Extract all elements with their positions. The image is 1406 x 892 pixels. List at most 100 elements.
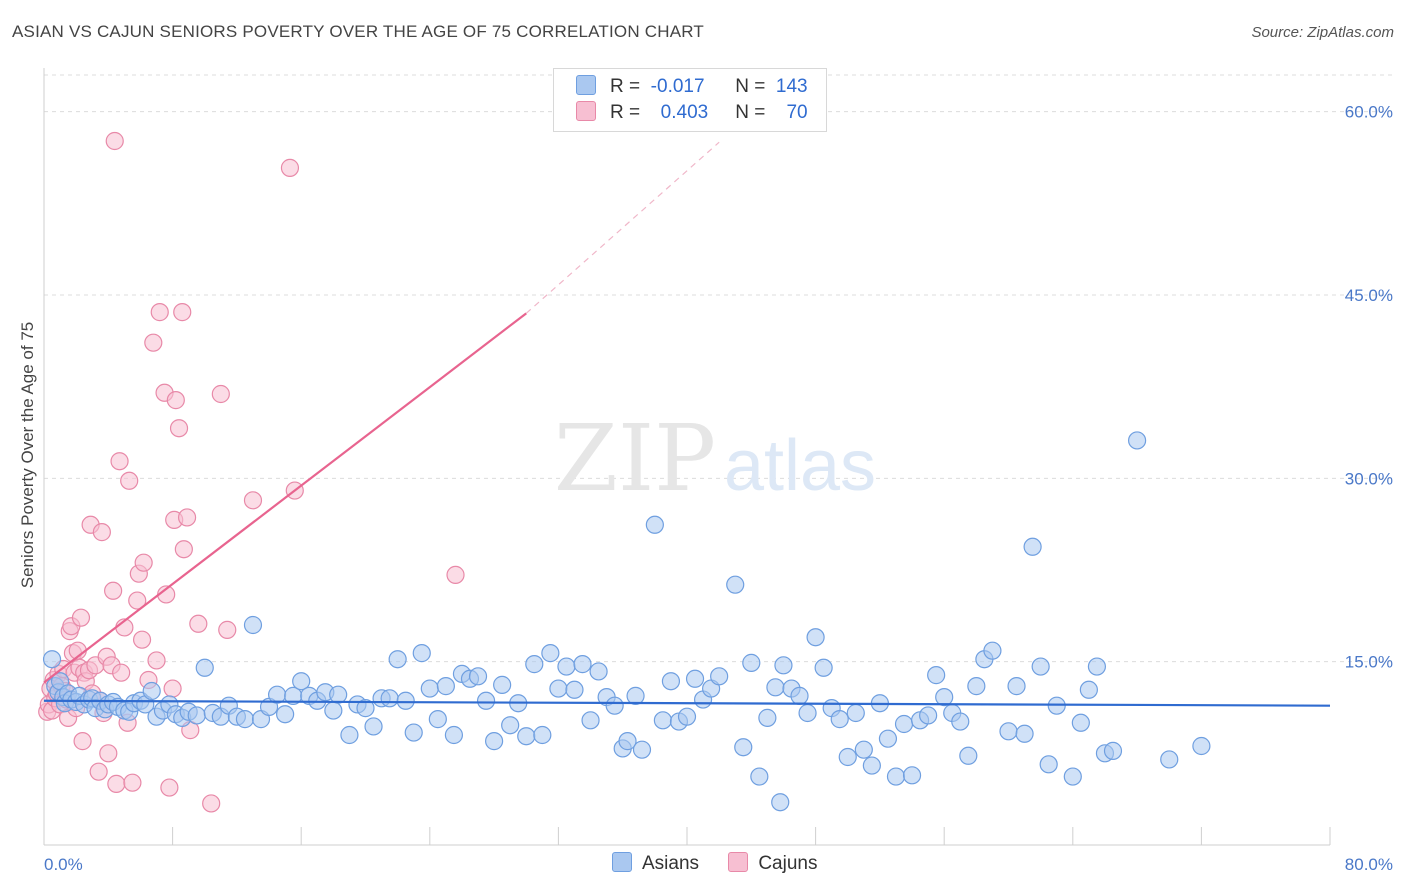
- cajuns-point: [134, 553, 153, 572]
- asians-point: [493, 675, 512, 694]
- asians-point: [1015, 724, 1034, 743]
- asians-point: [846, 703, 865, 723]
- asians-point: [935, 688, 954, 707]
- asians-point: [142, 681, 161, 701]
- legend-n-value: 70: [786, 102, 808, 123]
- trend-lines: [43, 141, 1331, 707]
- asians-point: [661, 672, 681, 691]
- asians-point: [589, 662, 608, 681]
- asians-point: [830, 710, 849, 729]
- asians-point: [1071, 713, 1090, 732]
- legend-r-label: R =: [610, 102, 641, 123]
- asians-point: [838, 747, 857, 767]
- bottom-legend-label: Cajuns: [758, 853, 818, 874]
- asians-point: [632, 740, 652, 759]
- asians-point: [573, 655, 592, 674]
- series-asians-points: [42, 431, 1211, 812]
- cajuns-point: [218, 620, 237, 639]
- asians-point: [854, 740, 873, 759]
- x-tick-label: 80.0%: [1345, 855, 1393, 874]
- legend-r-value: 0.403: [660, 102, 709, 123]
- asians-point: [428, 710, 447, 729]
- asians-point: [476, 691, 496, 710]
- asians-point: [549, 679, 568, 698]
- asians-point: [195, 658, 214, 677]
- cajuns-point: [243, 491, 263, 510]
- cajuns-point: [112, 663, 131, 682]
- asians-point: [329, 685, 348, 704]
- asians-point: [766, 678, 785, 697]
- cajuns-point: [163, 679, 182, 698]
- asians-point: [565, 680, 584, 699]
- y-axis-label: Seniors Poverty Over the Age of 75: [18, 322, 37, 588]
- cajuns-point: [280, 158, 300, 177]
- cajuns-trend-extension: [525, 141, 720, 314]
- asians-point: [902, 766, 922, 785]
- asians-point: [324, 701, 343, 720]
- asians-point: [685, 669, 705, 688]
- cajuns-point: [107, 774, 126, 793]
- legend-row-cajuns: R = 0.403 N = 70: [576, 101, 808, 127]
- asians-point: [517, 727, 536, 746]
- legend-swatch-cajuns: [576, 101, 596, 121]
- cajuns-point: [132, 630, 152, 649]
- legend-n-value: 143: [775, 76, 808, 97]
- asians-point: [726, 575, 745, 594]
- asians-point: [1039, 755, 1058, 774]
- y-tick-label: 45.0%: [1345, 286, 1393, 305]
- tick-labels: 15.0% 30.0% 45.0% 60.0% 0.0% 80.0%: [44, 103, 1393, 874]
- asians-point: [42, 650, 62, 669]
- asians-point: [444, 725, 464, 745]
- asians-point: [742, 653, 761, 672]
- asians-point: [734, 738, 753, 757]
- asians-point: [1087, 657, 1107, 676]
- cajuns-point: [177, 508, 197, 527]
- cajuns-point: [160, 778, 179, 797]
- asians-point: [485, 732, 504, 751]
- asians-point: [999, 722, 1018, 741]
- bottom-legend-swatch-cajuns: [728, 852, 749, 872]
- asians-point: [1031, 657, 1050, 676]
- asians-point: [533, 725, 552, 745]
- asians-point: [814, 658, 833, 677]
- watermark-zip: ZIP: [554, 405, 716, 512]
- cajuns-point: [147, 651, 166, 670]
- bottom-legend-asians[interactable]: Asians: [612, 852, 699, 875]
- cajuns-point: [189, 614, 208, 633]
- source-label: Source: ZipAtlas.com: [1251, 24, 1394, 41]
- asians-point: [541, 644, 560, 663]
- cajuns-point: [169, 419, 189, 438]
- asians-point: [750, 767, 769, 786]
- asians-point: [710, 667, 729, 686]
- cajuns-point: [202, 794, 221, 813]
- asians-point: [677, 707, 697, 726]
- cajuns-point: [144, 333, 163, 352]
- cajuns-point: [211, 384, 230, 404]
- watermark-atlas: atlas: [724, 426, 876, 506]
- cajuns-point: [128, 591, 147, 610]
- asians-point: [412, 644, 431, 663]
- asians-point: [878, 729, 898, 748]
- cajuns-point: [99, 744, 118, 763]
- bottom-legend-cajuns[interactable]: Cajuns: [728, 852, 817, 875]
- asians-point: [771, 793, 790, 812]
- asians-point: [919, 706, 938, 725]
- asians-point: [525, 655, 544, 674]
- asians-point: [420, 679, 439, 698]
- asians-point: [468, 667, 488, 686]
- asians-point: [983, 641, 1002, 660]
- cajuns-point: [92, 523, 111, 542]
- asians-point: [951, 712, 970, 731]
- asians-point: [380, 689, 399, 708]
- cajuns-point: [446, 565, 465, 584]
- asians-point: [557, 657, 576, 676]
- asians-point: [758, 708, 777, 727]
- grid-lines: [44, 74, 1392, 663]
- asians-point: [340, 725, 359, 745]
- asians-point: [187, 706, 206, 725]
- bottom-legend-swatch-asians: [612, 852, 632, 872]
- cajuns-point: [150, 303, 169, 322]
- cajuns-point: [89, 762, 108, 781]
- legend-n-label: N =: [735, 76, 766, 97]
